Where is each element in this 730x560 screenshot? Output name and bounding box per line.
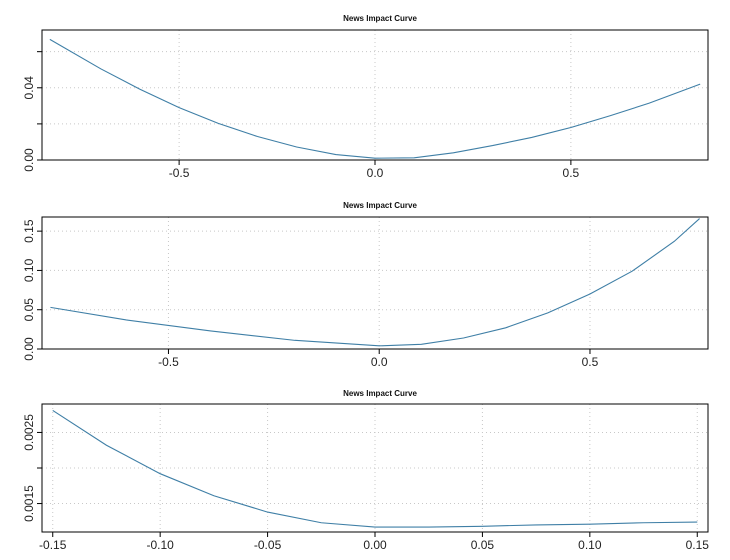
x-tick-label: -0.15 bbox=[39, 538, 67, 552]
y-tick-label: 0.15 bbox=[22, 219, 36, 243]
x-tick-label: 0.5 bbox=[563, 166, 580, 180]
news-impact-line bbox=[49, 38, 701, 159]
news-impact-panel-2: News Impact Curve -0.5 0.0 0.5 0.00 0.05 0.10… bbox=[22, 201, 709, 369]
y-tick-label: 0.05 bbox=[22, 298, 36, 322]
x-tick-label: 0.5 bbox=[582, 355, 599, 369]
x-tick-label: 0.15 bbox=[686, 538, 710, 552]
x-tick-label: 0.10 bbox=[578, 538, 602, 552]
news-impact-panel-3: News Impact Curve -0.15 -0.10 -0.05 0.00 0.0… bbox=[22, 389, 709, 552]
y-tick-label: 0.10 bbox=[22, 258, 36, 282]
x-tick-label: 0.05 bbox=[471, 538, 495, 552]
x-tick-label: -0.05 bbox=[254, 538, 282, 552]
news-impact-line bbox=[52, 409, 698, 528]
y-tick-label: 0.0025 bbox=[22, 414, 36, 451]
chart-title: News Impact Curve bbox=[343, 14, 417, 23]
news-impact-line bbox=[50, 218, 700, 347]
y-tick-label: 0.00 bbox=[22, 337, 36, 361]
y-tick-label: 0.00 bbox=[22, 148, 36, 172]
x-tick-label: 0.0 bbox=[367, 166, 384, 180]
x-tick-label: -0.5 bbox=[158, 355, 179, 369]
x-tick-label: 0.0 bbox=[371, 355, 388, 369]
x-tick-label: -0.5 bbox=[169, 166, 190, 180]
y-tick-label: 0.04 bbox=[22, 76, 36, 100]
news-impact-panel-1: News Impact Curve -0.5 0.0 0.5 0.00 0.04 bbox=[22, 14, 709, 180]
x-tick-label: -0.10 bbox=[146, 538, 174, 552]
y-tick-label: 0.0015 bbox=[22, 485, 36, 522]
x-tick-label: 0.00 bbox=[363, 538, 387, 552]
plot-frame bbox=[41, 216, 709, 350]
chart-title: News Impact Curve bbox=[343, 201, 417, 210]
chart-title: News Impact Curve bbox=[343, 389, 417, 398]
